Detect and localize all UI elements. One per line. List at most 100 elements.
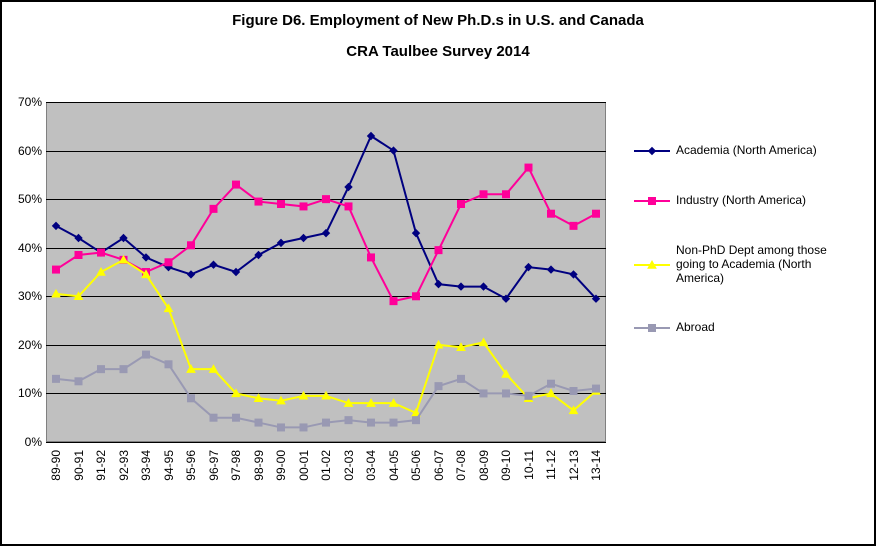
- data-marker: [233, 181, 240, 188]
- data-marker: [458, 283, 465, 290]
- data-marker: [368, 419, 375, 426]
- data-marker: [570, 388, 577, 395]
- x-tick-label: 96-97: [207, 450, 221, 481]
- data-marker: [480, 390, 487, 397]
- data-marker: [188, 242, 195, 249]
- y-tick-label: 0%: [25, 435, 46, 449]
- data-marker: [503, 191, 510, 198]
- data-marker: [390, 419, 397, 426]
- data-marker: [210, 205, 217, 212]
- x-tick-label: 97-98: [229, 450, 243, 481]
- x-tick-label: 10-11: [522, 450, 536, 480]
- x-tick-label: 07-08: [454, 450, 468, 481]
- data-marker: [649, 148, 656, 155]
- data-marker: [413, 230, 420, 237]
- data-marker: [165, 361, 172, 368]
- data-marker: [390, 298, 397, 305]
- legend-label: Non-PhD Dept among those going to Academ…: [676, 244, 856, 285]
- data-marker: [53, 375, 60, 382]
- y-tick-label: 50%: [18, 192, 46, 206]
- x-tick-label: 06-07: [432, 450, 446, 481]
- data-marker: [458, 375, 465, 382]
- legend-item: Industry (North America): [634, 194, 856, 208]
- data-marker: [188, 395, 195, 402]
- y-tick-label: 40%: [18, 241, 46, 255]
- data-marker: [413, 293, 420, 300]
- titles: Figure D6. Employment of New Ph.D.s in U…: [2, 2, 874, 60]
- data-marker: [300, 235, 307, 242]
- data-marker: [188, 271, 195, 278]
- y-tick-label: 60%: [18, 144, 46, 158]
- legend-swatch: [634, 194, 670, 208]
- x-tick-label: 90-91: [72, 450, 86, 481]
- legend-item: Non-PhD Dept among those going to Academ…: [634, 244, 856, 285]
- data-marker: [300, 203, 307, 210]
- data-marker: [548, 210, 555, 217]
- data-marker: [649, 198, 656, 205]
- series-line: [56, 136, 596, 299]
- x-tick-label: 93-94: [139, 450, 153, 481]
- x-tick-label: 89-90: [49, 450, 63, 481]
- data-marker: [570, 222, 577, 229]
- x-axis: 89-90 90-91 91-92 92-93 93-94 94-95 95-96 96-97…: [46, 448, 606, 528]
- legend-item: Academia (North America): [634, 144, 856, 158]
- figure-subtitle: CRA Taulbee Survey 2014: [2, 43, 874, 60]
- x-tick-label: 01-02: [319, 450, 333, 481]
- x-tick-label: 09-10: [499, 450, 513, 481]
- y-tick-label: 30%: [18, 289, 46, 303]
- data-marker: [548, 380, 555, 387]
- figure-title: Figure D6. Employment of New Ph.D.s in U…: [2, 12, 874, 29]
- x-tick-label: 03-04: [364, 450, 378, 481]
- plot-area: 0%10%20%30%40%50%60%70%: [46, 102, 606, 442]
- legend-label: Abroad: [676, 321, 715, 335]
- data-marker: [278, 424, 285, 431]
- data-marker: [323, 230, 330, 237]
- data-marker: [525, 164, 532, 171]
- data-marker: [210, 414, 217, 421]
- legend-swatch: [634, 258, 670, 272]
- data-marker: [98, 249, 105, 256]
- gridline: [46, 442, 606, 443]
- x-tick-label: 91-92: [94, 450, 108, 481]
- x-tick-label: 98-99: [252, 450, 266, 481]
- x-tick-label: 99-00: [274, 450, 288, 481]
- y-tick-label: 10%: [18, 386, 46, 400]
- x-tick-label: 95-96: [184, 450, 198, 481]
- x-tick-label: 13-14: [589, 450, 603, 481]
- data-marker: [435, 247, 442, 254]
- data-marker: [255, 419, 262, 426]
- figure-frame: Figure D6. Employment of New Ph.D.s in U…: [0, 0, 876, 546]
- data-marker: [435, 281, 442, 288]
- legend-swatch: [634, 144, 670, 158]
- x-tick-label: 11-12: [544, 450, 558, 480]
- data-marker: [345, 203, 352, 210]
- x-tick-label: 94-95: [162, 450, 176, 481]
- legend-label: Industry (North America): [676, 194, 806, 208]
- data-marker: [435, 383, 442, 390]
- data-marker: [53, 266, 60, 273]
- data-marker: [278, 201, 285, 208]
- data-marker: [323, 419, 330, 426]
- data-marker: [98, 366, 105, 373]
- x-tick-label: 00-01: [297, 450, 311, 481]
- data-marker: [413, 417, 420, 424]
- legend: Academia (North America) Industry (North …: [634, 144, 856, 371]
- chart-lines: [46, 102, 606, 442]
- legend-label: Academia (North America): [676, 144, 817, 158]
- data-marker: [503, 390, 510, 397]
- data-marker: [75, 378, 82, 385]
- data-marker: [345, 184, 352, 191]
- x-tick-label: 08-09: [477, 450, 491, 481]
- data-marker: [143, 351, 150, 358]
- data-marker: [458, 201, 465, 208]
- y-tick-label: 20%: [18, 338, 46, 352]
- data-marker: [548, 266, 555, 273]
- series-line: [56, 260, 596, 413]
- data-marker: [165, 259, 172, 266]
- x-tick-label: 92-93: [117, 450, 131, 481]
- legend-item: Abroad: [634, 321, 856, 335]
- data-marker: [649, 325, 656, 332]
- data-marker: [480, 191, 487, 198]
- y-tick-label: 70%: [18, 95, 46, 109]
- x-tick-label: 04-05: [387, 450, 401, 481]
